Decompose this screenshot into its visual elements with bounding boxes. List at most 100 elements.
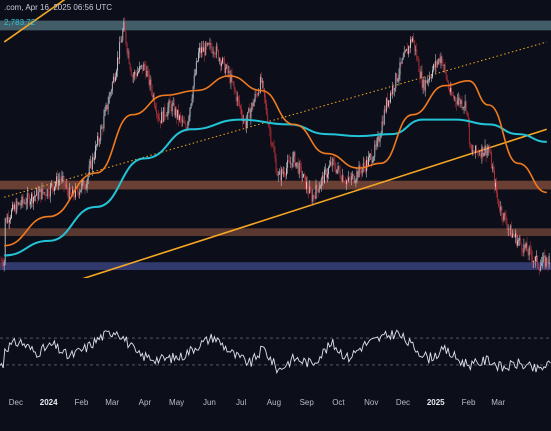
candle: [34, 190, 35, 201]
candle: [213, 50, 215, 59]
candle: [159, 113, 160, 122]
candle: [501, 205, 503, 222]
candle: [183, 116, 185, 124]
x-tick-label: Feb: [75, 398, 89, 407]
candle-body: [110, 90, 112, 93]
candle-body: [528, 247, 530, 256]
candle-body: [267, 113, 269, 124]
candle: [339, 164, 341, 180]
candle-body: [98, 136, 100, 142]
candle: [67, 188, 69, 202]
candle: [173, 98, 175, 118]
candle-body: [376, 141, 378, 147]
candle-body: [182, 120, 184, 122]
candle-body: [308, 189, 310, 194]
candle: [335, 162, 337, 175]
candle-body: [374, 144, 376, 157]
candle-body: [501, 206, 503, 217]
candle-body: [416, 49, 418, 59]
candle: [56, 172, 58, 187]
candle-body: [97, 136, 98, 145]
candle: [287, 154, 289, 174]
candle: [100, 125, 102, 145]
candle: [22, 193, 24, 208]
candle-body: [86, 179, 88, 188]
candle-body: [284, 172, 285, 175]
candle: [438, 57, 440, 65]
candle: [258, 90, 260, 95]
candle: [23, 199, 25, 205]
candle-body: [393, 86, 395, 91]
candle: [350, 172, 352, 183]
candle-body: [547, 262, 549, 265]
candle: [38, 186, 40, 201]
candle-body: [81, 183, 83, 190]
candle: [75, 183, 76, 200]
candle-body: [285, 174, 286, 176]
candle-body: [340, 177, 342, 181]
candle: [363, 158, 365, 172]
candle-body: [4, 218, 6, 262]
candle-body: [427, 80, 429, 81]
candle: [391, 90, 392, 97]
candle-body: [385, 98, 387, 112]
candle: [480, 149, 482, 160]
candle-body: [30, 201, 31, 205]
candle-body: [522, 250, 524, 253]
candle-body: [511, 233, 513, 238]
candle: [32, 191, 33, 208]
candle-body: [363, 163, 365, 167]
candle: [283, 166, 284, 178]
candle-body: [350, 178, 352, 181]
candle-body: [266, 103, 268, 114]
candle-body: [356, 171, 358, 180]
candle-body: [496, 182, 497, 194]
candle: [3, 259, 5, 272]
candle-body: [436, 60, 438, 66]
candle-body: [364, 166, 366, 172]
candle: [329, 160, 331, 169]
candle: [135, 70, 136, 80]
candle-body: [473, 150, 474, 153]
candle: [90, 159, 92, 171]
candle-body: [315, 184, 317, 199]
candle-body: [171, 104, 173, 112]
candle: [472, 144, 473, 156]
candle: [347, 175, 348, 186]
candle: [80, 189, 82, 193]
candle-body: [500, 206, 502, 211]
x-tick-label: Aug: [267, 398, 281, 407]
candle: [497, 187, 499, 205]
candle-body: [191, 98, 193, 104]
candle: [219, 56, 220, 65]
candle-body: [149, 79, 151, 85]
candle-body: [58, 179, 60, 186]
candle: [31, 191, 32, 208]
candle: [209, 37, 211, 50]
candle-body: [357, 171, 359, 178]
candle-body: [99, 140, 101, 142]
candle: [216, 43, 218, 52]
candle: [170, 100, 172, 115]
candle: [396, 73, 398, 83]
candle-body: [394, 88, 396, 91]
candle: [419, 68, 421, 84]
candle: [272, 141, 274, 148]
candle: [232, 81, 234, 86]
candle-body: [310, 186, 312, 192]
candle: [202, 41, 203, 57]
candle-body: [175, 108, 177, 118]
candle: [224, 55, 226, 74]
candle-body: [379, 137, 381, 142]
candle: [127, 48, 129, 59]
candle-body: [119, 42, 121, 59]
candle: [545, 255, 547, 269]
candle: [468, 117, 470, 148]
candle-body: [51, 184, 52, 186]
candle: [467, 112, 469, 128]
candle-body: [121, 40, 123, 43]
candle-body: [402, 57, 404, 60]
candle: [327, 168, 328, 183]
candle-body: [11, 210, 12, 218]
candle: [421, 64, 423, 90]
